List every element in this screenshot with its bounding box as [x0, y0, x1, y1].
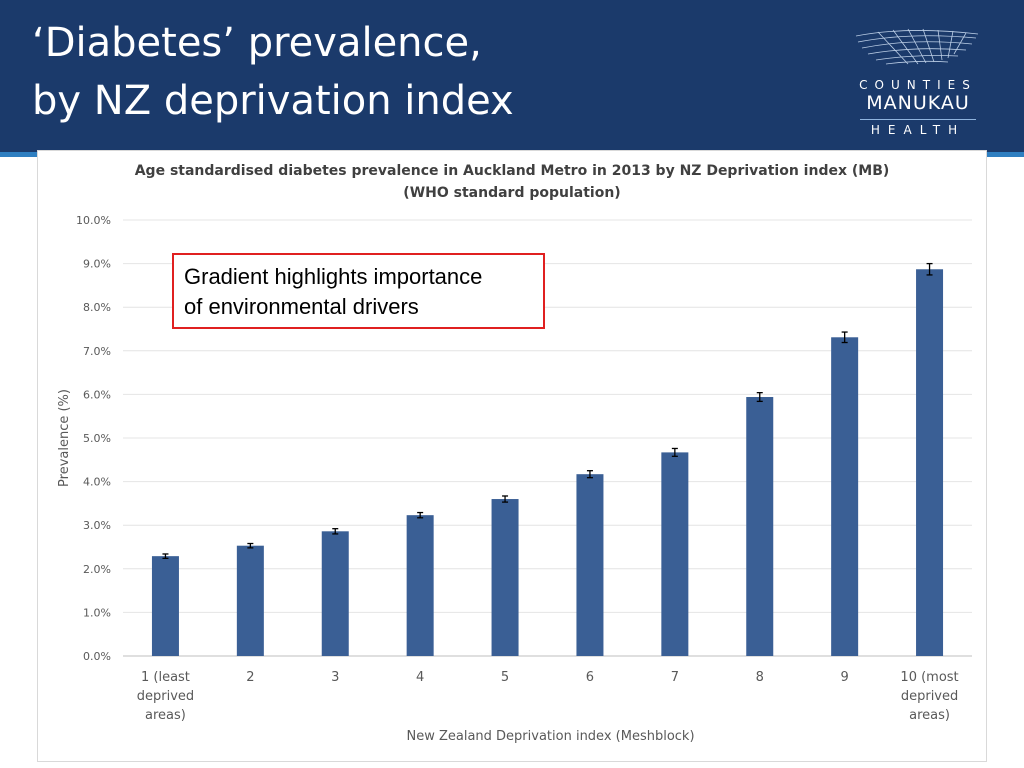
y-tick-label: 6.0% [83, 388, 111, 401]
chart-title-line-1: Age standardised diabetes prevalence in … [134, 163, 890, 179]
chart-title-line-2: (WHO standard population) [403, 185, 621, 201]
bar [746, 397, 774, 656]
chart-title: Age standardised diabetes prevalence in … [40, 160, 984, 204]
x-tick-label-line: 3 [331, 670, 339, 685]
x-tick-label-line: areas) [145, 708, 186, 723]
y-tick-label: 3.0% [83, 519, 111, 532]
bar [321, 531, 349, 656]
x-tick-label: 1 (least deprived areas) [137, 670, 194, 723]
counties-manukau-logo: COUNTIES MANUKAU HEALTH [848, 24, 988, 144]
y-axis-title: Prevalence (%) [57, 389, 72, 487]
callout-line-1: Gradient highlights importance [184, 264, 483, 289]
bar [661, 452, 689, 656]
logo-divider [860, 119, 976, 120]
y-tick-label: 10.0% [76, 214, 111, 227]
x-tick-label-line: deprived [901, 689, 958, 704]
logo-word-counties: COUNTIES [859, 78, 977, 92]
bar [406, 515, 434, 656]
y-tick-label: 0.0% [83, 650, 111, 663]
y-tick-label: 2.0% [83, 563, 111, 576]
callout-line-2: of environmental drivers [184, 294, 419, 319]
y-tick-label: 9.0% [83, 258, 111, 271]
logo-word-manukau: MANUKAU [866, 92, 970, 114]
x-axis-title: New Zealand Deprivation index (Meshblock… [406, 729, 694, 744]
y-tick-label: 4.0% [83, 476, 111, 489]
x-tick-label: 6 [586, 670, 594, 685]
x-tick-label-line: 7 [671, 670, 679, 685]
y-tick-label: 8.0% [83, 301, 111, 314]
bar [151, 556, 179, 656]
x-tick-label-line: 6 [586, 670, 594, 685]
y-tick-label: 7.0% [83, 345, 111, 358]
callout-box: Gradient highlights importance of enviro… [172, 253, 545, 329]
bar [831, 337, 859, 656]
y-tick-label: 1.0% [83, 606, 111, 619]
bar [576, 474, 604, 656]
bar [491, 499, 519, 656]
x-tick-label: 3 [331, 670, 339, 685]
chart-frame [37, 150, 987, 762]
x-tick-label: 10 (most deprived areas) [900, 670, 958, 723]
wave-mesh-icon [855, 28, 979, 65]
x-tick-label: 8 [756, 670, 764, 685]
x-tick-label-line: areas) [909, 708, 950, 723]
x-tick-label-line: deprived [137, 689, 194, 704]
x-tick-label: 9 [841, 670, 849, 685]
bar [916, 269, 944, 656]
slide-header: ‘Diabetes’ prevalence, by NZ deprivation… [0, 0, 1024, 152]
x-tick-label: 4 [416, 670, 424, 685]
slide-title-line-1: ‘Diabetes’ prevalence, [32, 20, 482, 66]
x-tick-label-line: 1 (least [141, 670, 190, 685]
bar [236, 545, 264, 656]
x-tick-label-line: 5 [501, 670, 509, 685]
x-tick-label-line: 4 [416, 670, 424, 685]
slide-title: ‘Diabetes’ prevalence, by NZ deprivation… [32, 14, 792, 130]
x-tick-label-line: 2 [246, 670, 254, 685]
x-tick-label-line: 9 [841, 670, 849, 685]
logo-word-health: HEALTH [870, 123, 966, 137]
y-tick-label: 5.0% [83, 432, 111, 445]
x-tick-label-line: 8 [756, 670, 764, 685]
x-tick-label: 5 [501, 670, 509, 685]
slide-title-line-2: by NZ deprivation index [32, 78, 514, 124]
x-tick-label: 2 [246, 670, 254, 685]
x-tick-label-line: 10 (most [900, 670, 958, 685]
x-tick-label: 7 [671, 670, 679, 685]
